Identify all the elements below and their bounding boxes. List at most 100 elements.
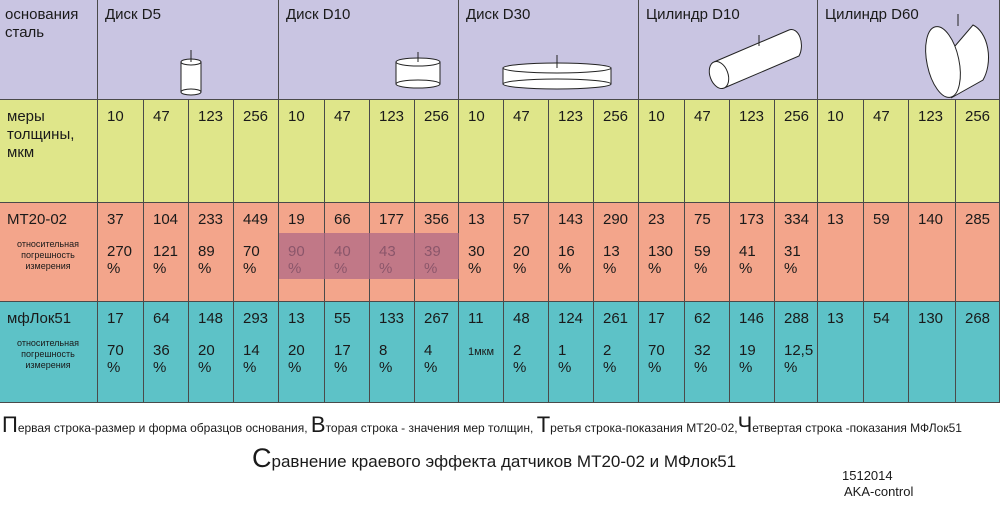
mt20-row-error: 30 % bbox=[468, 243, 485, 277]
thickness-row-value: 10 bbox=[107, 108, 124, 125]
mflok-row-error: 4 % bbox=[424, 342, 438, 376]
mflok-row-cell: 133 8 % bbox=[370, 302, 415, 403]
mt20-row-value: 334 bbox=[784, 211, 810, 228]
thickness-row-value: 10 bbox=[288, 108, 305, 125]
mflok-row-error: 1 % bbox=[558, 342, 572, 376]
mt20-row-value: 23 bbox=[648, 211, 665, 228]
thickness-row-cell: 123 bbox=[730, 100, 775, 203]
thickness-row-value: 10 bbox=[468, 108, 485, 125]
mt20-row-cell: 290 13 % bbox=[594, 203, 639, 302]
mflok-row-error: 2 % bbox=[513, 342, 527, 376]
mflok-row-value: 62 bbox=[694, 310, 711, 327]
mflok-row-value: 267 bbox=[424, 310, 450, 327]
mflok-row-value: 13 bbox=[288, 310, 305, 327]
caption-text-3: ретья строка-показания МТ20-02, bbox=[550, 421, 738, 435]
mt20-row-error: 70 % bbox=[243, 243, 260, 277]
mt20-row-value: 285 bbox=[965, 211, 991, 228]
thickness-row-value: 47 bbox=[873, 108, 890, 125]
mflok-row-value: 130 bbox=[918, 310, 944, 327]
mflok-row-value: 293 bbox=[243, 310, 269, 327]
mflok-row-label: мфЛок51 bbox=[7, 310, 72, 327]
mt20-row-value: 173 bbox=[739, 211, 765, 228]
mflok-row-value: 48 bbox=[513, 310, 530, 327]
thickness-row-cell: 10 bbox=[459, 100, 504, 203]
mt20-row-error: 20 % bbox=[513, 243, 530, 277]
thickness-row-value: 10 bbox=[648, 108, 665, 125]
thickness-row-value: 47 bbox=[513, 108, 530, 125]
mflok-row-cell: 130 bbox=[909, 302, 956, 403]
mt20-row-cell: 57 20 % bbox=[504, 203, 549, 302]
mt20-row-cell: 285 bbox=[956, 203, 1000, 302]
mflok-row-value: 148 bbox=[198, 310, 224, 327]
thickness-row-value: 123 bbox=[558, 108, 584, 125]
header-column-4: Цилиндр D10 bbox=[639, 0, 818, 100]
mflok-row-cell: 17 70 % bbox=[98, 302, 144, 403]
mflok-row-cell: 293 14 % bbox=[234, 302, 279, 403]
thickness-row-cell: 47 bbox=[325, 100, 370, 203]
thickness-row-value: 47 bbox=[694, 108, 711, 125]
mt20-row-value: 143 bbox=[558, 211, 584, 228]
mflok-row-value: 17 bbox=[107, 310, 124, 327]
thickness-row-value: 256 bbox=[965, 108, 991, 125]
mflok-row-error: 8 % bbox=[379, 342, 393, 376]
highlight-region bbox=[279, 233, 459, 279]
mflok-row-value: 261 bbox=[603, 310, 629, 327]
mflok-row-error: 32 % bbox=[694, 342, 711, 376]
caption-text-2: торая строка - значения мер толщин, bbox=[325, 421, 534, 435]
sample-shape-icon bbox=[502, 55, 612, 90]
title-cap: С bbox=[252, 443, 272, 473]
mflok-row-cell: 261 2 % bbox=[594, 302, 639, 403]
thickness-row-cell: 10 bbox=[279, 100, 325, 203]
mt20-row-cell: 13 bbox=[818, 203, 864, 302]
mt20-row-cell: 140 bbox=[909, 203, 956, 302]
mt20-row-cell: 143 16 % bbox=[549, 203, 594, 302]
mt20-row-value: 13 bbox=[827, 211, 844, 228]
mflok-row-cell: 124 1 % bbox=[549, 302, 594, 403]
header-column-2: Диск D10 bbox=[279, 0, 459, 100]
mt20-row-cell: 75 59 % bbox=[685, 203, 730, 302]
mt20-row-cell: 37 270 % bbox=[98, 203, 144, 302]
header-column-5: Цилиндр D60 bbox=[818, 0, 1000, 100]
mt20-row-error: 130 % bbox=[648, 243, 674, 277]
mflok-row-cell: 54 bbox=[864, 302, 909, 403]
mt20-row-value: 233 bbox=[198, 211, 224, 228]
thickness-row-cell: 256 bbox=[594, 100, 639, 203]
caption-cap-3: Т bbox=[536, 412, 551, 437]
header-column-label: Диск D5 bbox=[105, 6, 161, 23]
thickness-row-label-cell: меры толщины, мкм bbox=[0, 100, 98, 203]
company-name: AKA-control bbox=[844, 484, 914, 499]
header-row-label: основания сталь bbox=[5, 6, 79, 41]
title-text: равнение краевого эффекта датчиков МТ20-… bbox=[271, 452, 737, 471]
thickness-row-cell: 47 bbox=[864, 100, 909, 203]
mflok-row-cell: 148 20 % bbox=[189, 302, 234, 403]
thickness-row-cell: 256 bbox=[234, 100, 279, 203]
mt20-row-value: 59 bbox=[873, 211, 890, 228]
mflok-row-value: 55 bbox=[334, 310, 351, 327]
mflok-row-value: 64 bbox=[153, 310, 170, 327]
mflok-row-value: 54 bbox=[873, 310, 890, 327]
caption-text-4: етвертая строка -показания МФЛок51 bbox=[752, 421, 962, 435]
header-column-label: Цилиндр D60 bbox=[825, 6, 919, 23]
mt20-row-value: 57 bbox=[513, 211, 530, 228]
thickness-row-label: меры толщины, мкм bbox=[7, 108, 75, 161]
mflok-row-cell: 13 bbox=[818, 302, 864, 403]
thickness-row-cell: 10 bbox=[818, 100, 864, 203]
mflok-row-value: 17 bbox=[648, 310, 665, 327]
mflok-row-sublabel: относительная погрешность измерения bbox=[17, 338, 79, 370]
sample-shape-icon bbox=[708, 29, 802, 90]
mt20-row-cell: 13 30 % bbox=[459, 203, 504, 302]
thickness-row-value: 47 bbox=[334, 108, 351, 125]
header-column-label: Диск D30 bbox=[466, 6, 531, 23]
thickness-row-cell: 47 bbox=[144, 100, 189, 203]
mflok-row-cell: 288 12,5 % bbox=[775, 302, 818, 403]
mflok-row-value: 11 bbox=[468, 310, 484, 327]
mt20-row-cell: 104 121 % bbox=[144, 203, 189, 302]
mt20-row-value: 75 bbox=[694, 211, 711, 228]
thickness-row-cell: 123 bbox=[909, 100, 956, 203]
mt20-row-error: 59 % bbox=[694, 243, 711, 277]
mflok-row-error: 20 % bbox=[198, 342, 215, 376]
thickness-row-value: 256 bbox=[424, 108, 450, 125]
header-column-label: Диск D10 bbox=[286, 6, 351, 23]
mt20-row-value: 37 bbox=[107, 211, 124, 228]
caption-cap-4: Ч bbox=[737, 412, 753, 437]
